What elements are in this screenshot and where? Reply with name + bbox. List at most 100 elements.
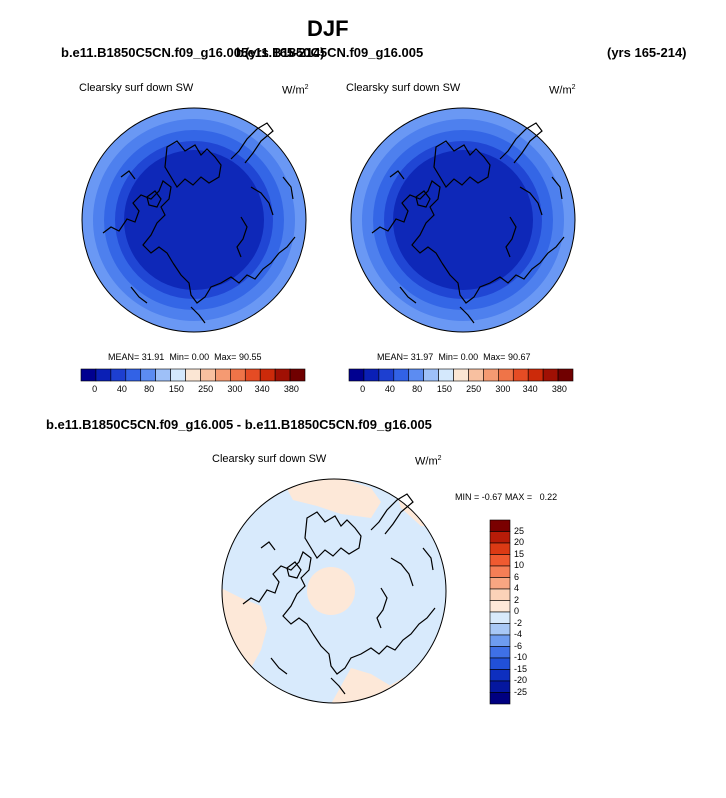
right-colorbar-tick-label: 300 <box>495 384 511 394</box>
right-colorbar-labels: 0 40 80 150 250 300 340 380 <box>349 384 573 396</box>
right-colorbar-tick-label: 250 <box>466 384 482 394</box>
right-colorbar-box <box>348 368 365 382</box>
left-colorbar-box <box>110 368 127 382</box>
diff-colorbar-box <box>489 577 511 590</box>
diff-colorbar <box>489 519 511 705</box>
diff-colorbar-tick-label: 4 <box>514 583 520 593</box>
left-stats: MEAN= 31.91 Min= 0.00 Max= 90.55 <box>108 352 262 362</box>
diff-colorbar-tick-label: 25 <box>514 525 525 536</box>
diff-colorbar-tick-label: 0 <box>514 606 520 616</box>
diff-colorbar-box <box>489 646 511 659</box>
left-polar-map <box>81 107 307 333</box>
diff-colorbar-box <box>489 623 511 636</box>
right-colorbar-box <box>468 368 484 382</box>
left-colorbar-tick-label: 250 <box>198 384 214 394</box>
right-colorbar-box <box>408 368 424 382</box>
left-min-value: 0.00 <box>191 352 210 362</box>
left-colorbar-box <box>80 368 97 382</box>
diff-min-value: -0.67 <box>481 492 503 502</box>
right-stats: MEAN= 31.97 Min= 0.00 Max= 90.67 <box>377 352 531 362</box>
left-colorbar-box <box>274 368 291 382</box>
left-years: (yrs 165-214) <box>245 45 325 60</box>
diff-colorbar-box <box>489 519 511 532</box>
right-colorbar-box <box>557 368 574 382</box>
left-colorbar-tick-label: 340 <box>254 384 270 394</box>
left-colorbar-box <box>200 368 216 382</box>
left-colorbar-tick-label: 150 <box>168 384 184 394</box>
diff-colorbar-box <box>489 600 511 613</box>
right-colorbar-tick-label: 0 <box>360 384 366 394</box>
right-colorbar-tick-label: 80 <box>412 384 423 394</box>
left-colorbar-box <box>170 368 186 382</box>
left-colorbar-box <box>259 368 276 382</box>
diff-variable-label: Clearsky surf down SW <box>212 453 327 465</box>
right-polar-map <box>350 107 576 333</box>
diff-colorbar-box <box>489 634 511 647</box>
diff-colorbar-box <box>489 657 511 670</box>
left-colorbar-box <box>230 368 246 382</box>
right-years: (yrs 165-214) <box>607 45 687 60</box>
left-colorbar-box <box>95 368 112 382</box>
right-colorbar <box>348 368 574 382</box>
right-colorbar-box <box>363 368 380 382</box>
diff-colorbar-box <box>489 680 511 693</box>
right-ring-center <box>393 150 533 290</box>
left-colorbar-box <box>289 368 306 382</box>
right-colorbar-box <box>438 368 454 382</box>
diff-stats: MIN = -0.67 MAX = 0.22 <box>455 492 558 502</box>
left-colorbar-tick-label: 300 <box>227 384 243 394</box>
right-colorbar-tick-label: 340 <box>522 384 538 394</box>
diff-colorbar-box <box>489 542 511 555</box>
diff-coastlines <box>242 493 436 695</box>
diff-polar-map <box>221 478 447 704</box>
diff-colorbar-box <box>489 554 511 567</box>
right-units: W/m2 <box>549 84 576 97</box>
left-colorbar-tick-label: 0 <box>92 384 98 394</box>
diff-colorbar-tick-label: -6 <box>514 640 523 651</box>
right-colorbar-box <box>542 368 559 382</box>
left-variable-label: Clearsky surf down SW <box>79 82 194 94</box>
diff-colorbar-tick-label: -15 <box>514 663 528 674</box>
right-min-value: 0.00 <box>460 352 479 362</box>
diff-colorbar-box <box>489 588 511 601</box>
diff-colorbar-labels: 25 20 15 10 6 4 2 0 -2 -4 -6 -10 -15 -20 -25 <box>514 520 544 704</box>
diff-colorbar-tick-label: 15 <box>514 548 525 559</box>
diff-colorbar-tick-label: 10 <box>514 560 525 570</box>
right-max-value: 90.67 <box>507 352 531 362</box>
diff-colorbar-box <box>489 611 511 624</box>
diff-colorbar-box <box>489 692 511 705</box>
left-colorbar-box <box>140 368 156 382</box>
diff-colorbar-tick-label: -10 <box>514 652 528 662</box>
diff-colorbar-tick-label: -2 <box>514 617 523 628</box>
diff-colorbar-box <box>489 531 511 544</box>
diff-units: W/m2 <box>415 455 442 468</box>
diff-max-value: 0.22 <box>539 492 558 502</box>
left-ring-center <box>124 150 264 290</box>
left-colorbar-labels: 0 40 80 150 250 300 340 380 <box>81 384 305 396</box>
right-variable-label: Clearsky surf down SW <box>346 82 461 94</box>
left-colorbar-tick-label: 380 <box>283 384 299 394</box>
right-case-name: b.e11.B1850C5CN.f09_g16.005 <box>236 45 424 60</box>
right-colorbar-box <box>498 368 514 382</box>
page-title: DJF <box>307 16 349 41</box>
left-mean-value: 31.91 <box>141 352 165 362</box>
left-max-value: 90.55 <box>238 352 262 362</box>
diff-colorbar-tick-label: -4 <box>514 629 523 639</box>
diff-colorbar-tick-label: 2 <box>514 594 520 605</box>
left-colorbar-box <box>155 368 171 382</box>
diff-colorbar-box <box>489 565 511 578</box>
right-colorbar-box <box>483 368 499 382</box>
left-case-name: b.e11.B1850C5CN.f09_g16.005 <box>61 45 249 60</box>
left-colorbar-tick-label: 40 <box>116 384 127 394</box>
left-colorbar-box <box>125 368 142 382</box>
right-colorbar-tick-label: 380 <box>551 384 567 394</box>
right-mean-value: 31.97 <box>410 352 434 362</box>
diff-colorbar-tick-label: 20 <box>514 537 525 547</box>
left-colorbar-box <box>215 368 231 382</box>
right-colorbar-box <box>512 368 529 382</box>
diff-colorbar-tick-label: -20 <box>514 675 528 685</box>
right-colorbar-tick-label: 150 <box>436 384 452 394</box>
right-colorbar-box <box>453 368 469 382</box>
left-colorbar-box <box>244 368 261 382</box>
right-coastlines <box>371 122 565 324</box>
